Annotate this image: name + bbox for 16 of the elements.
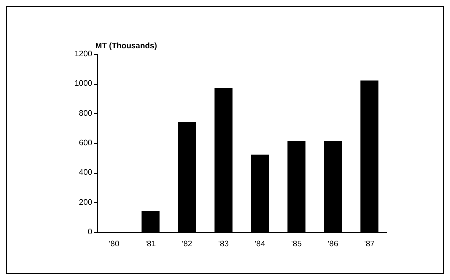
- x-tick-label: '80: [109, 240, 120, 248]
- y-tick-label: 600: [79, 138, 94, 148]
- x-tick-label: '83: [218, 240, 230, 248]
- x-tick-label: '82: [182, 240, 194, 248]
- y-tick-label: 1000: [74, 79, 94, 88]
- x-tick-label: '85: [292, 240, 302, 248]
- y-axis-title: MT (Thousands): [96, 42, 158, 50]
- x-tick-label: '86: [328, 240, 339, 248]
- x-tick-label: '84: [255, 240, 266, 248]
- y-tick-label: 200: [79, 198, 94, 207]
- y-tick-label: 1200: [74, 50, 94, 58]
- y-tick-label: 0: [88, 228, 94, 236]
- y-tick-label: 800: [79, 108, 94, 118]
- y-tick-label: 400: [79, 168, 94, 178]
- x-tick-label: '87: [364, 240, 376, 248]
- x-tick-label: '81: [146, 240, 157, 248]
